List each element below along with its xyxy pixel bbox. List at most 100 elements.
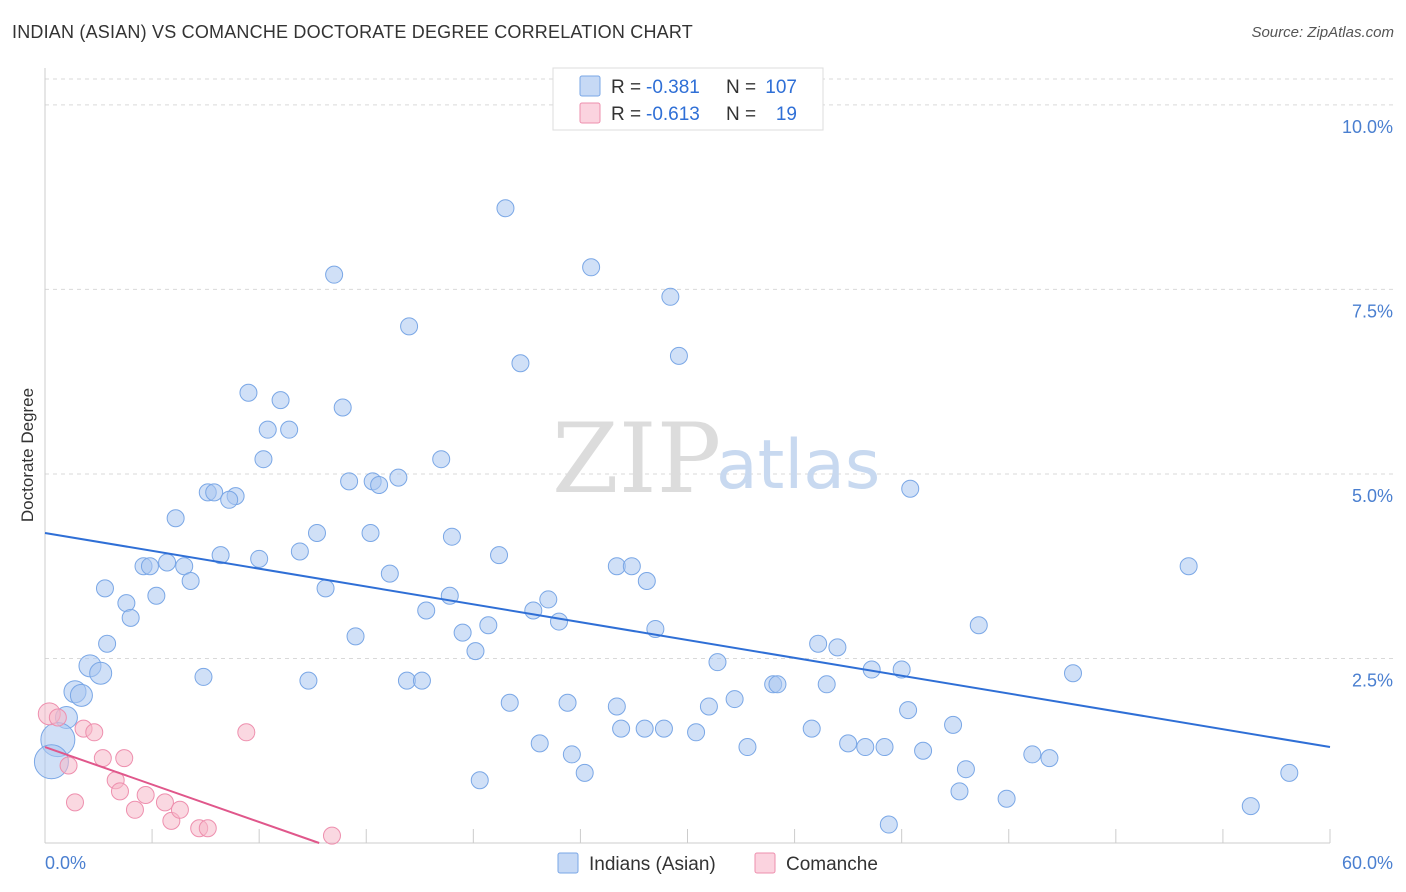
indians-asian-point [158,553,177,572]
legend-box: R = -0.381 N = 107 R = -0.613 N = 19 [552,67,824,131]
y-tick-label: 2.5% [1352,670,1393,690]
indians-asian-point [550,612,568,631]
indians-asian-point [802,719,821,738]
indians-asian-point [654,719,673,738]
indians-asian-point [562,745,581,764]
indians-asian-point [768,675,787,694]
indians-asian-point [147,586,166,605]
indians-asian-point [98,634,117,653]
indians-asian-point [205,483,224,502]
indians-asian-point [635,719,654,738]
indians-asian-point [380,564,399,583]
indians-asian-point [699,697,718,716]
indians-asian-point [956,760,975,779]
comanche-point [322,826,341,845]
indians-asian-point [969,616,988,635]
indians-asian-point [340,472,359,491]
indians-asian-point [839,734,858,753]
indians-asian-point [511,354,530,373]
series-comanche [37,702,341,845]
indians-asian-point [194,667,213,686]
legend-r-value-1: -0.381 [646,77,700,98]
indians-asian-point [361,524,380,542]
indians-asian-point [809,634,828,653]
indians-asian-point [140,557,159,576]
indians-asian-point [496,199,515,218]
indians-asian-point [899,701,918,720]
indians-asian-point [432,450,451,469]
indians-asian-point [346,627,365,646]
indians-asian-point [211,546,230,565]
indians-asian-point [944,715,963,734]
indians-asian-point [637,571,656,590]
comanche-point [93,749,112,768]
bottom-legend-swatch-blue [557,852,579,874]
indians-asian-point [901,479,920,498]
indians-asian-point [299,671,318,690]
x-tick-label-min: 0.0% [45,853,86,873]
indians-asian-point [1023,745,1042,764]
indians-asian-point [607,697,626,716]
indians-asian-point [856,738,875,757]
trend-lines [44,532,1331,844]
indians-asian-point [500,693,519,712]
indians-asian-point [466,642,485,661]
comanche-point [237,723,256,742]
trend-line-indians-asian [44,532,1331,749]
bottom-legend-label-comanche: Comanche [786,854,878,875]
indians-asian-point [738,738,757,757]
indians-asian-point [1179,557,1198,576]
indians-asian-point [539,590,558,609]
indians-asian-point [239,383,258,402]
indians-asian-point [181,571,200,590]
indians-asian-point [290,542,309,561]
indians-asian-point [607,557,626,576]
indians-asian-point [271,391,290,410]
legend-n-label-2: N = [726,104,756,125]
legend-r-label-1: R = [611,77,641,98]
comanche-point [65,793,84,812]
indians-asian-point [828,638,847,657]
y-axis-label: Doctorate Degree [18,388,37,522]
indians-asian-point [914,741,933,760]
indians-asian-point [89,661,113,685]
watermark-zip: ZIP [552,403,721,515]
comanche-point [125,800,144,819]
indians-asian-point [524,601,543,620]
legend-n-value-2: 19 [776,104,797,125]
indians-asian-point [622,557,641,576]
indians-asian-point [307,524,326,542]
indians-asian-point [1241,797,1260,816]
legend-n-label-1: N = [726,77,756,98]
indians-asian-point [725,690,744,709]
indians-asian-point [817,675,836,694]
indians-asian-point [397,671,416,690]
y-axis-tick-labels: 2.5% 5.0% 7.5% 10.0% [1342,117,1393,691]
indians-asian-point [258,420,277,439]
bottom-legend-label-indians: Indians (Asian) [589,854,716,875]
indians-asian-point [69,683,93,707]
comanche-point [110,782,129,801]
indians-asian-point [220,490,239,509]
indians-asian-point [442,527,461,546]
indians-asian-point [997,789,1016,808]
indians-asian-point [661,287,680,306]
indians-asian-point [875,738,894,757]
y-tick-label: 7.5% [1352,301,1393,321]
y-tick-label: 10.0% [1342,117,1393,137]
indians-asian-point [479,616,498,635]
indians-asian-point [250,549,269,568]
comanche-point [59,756,78,775]
bottom-legend: Indians (Asian) Comanche [557,852,878,875]
legend-swatch-pink [579,102,601,124]
comanche-point [48,708,67,727]
indians-asian-point [1040,749,1059,768]
indians-asian-point [687,723,706,742]
indians-asian-point [280,420,299,439]
indians-asian-point [254,450,273,469]
indians-asian-point [453,623,472,642]
indians-asian-point [1064,664,1082,683]
x-tick-label-max: 60.0% [1342,853,1393,873]
indians-asian-point [950,782,969,801]
